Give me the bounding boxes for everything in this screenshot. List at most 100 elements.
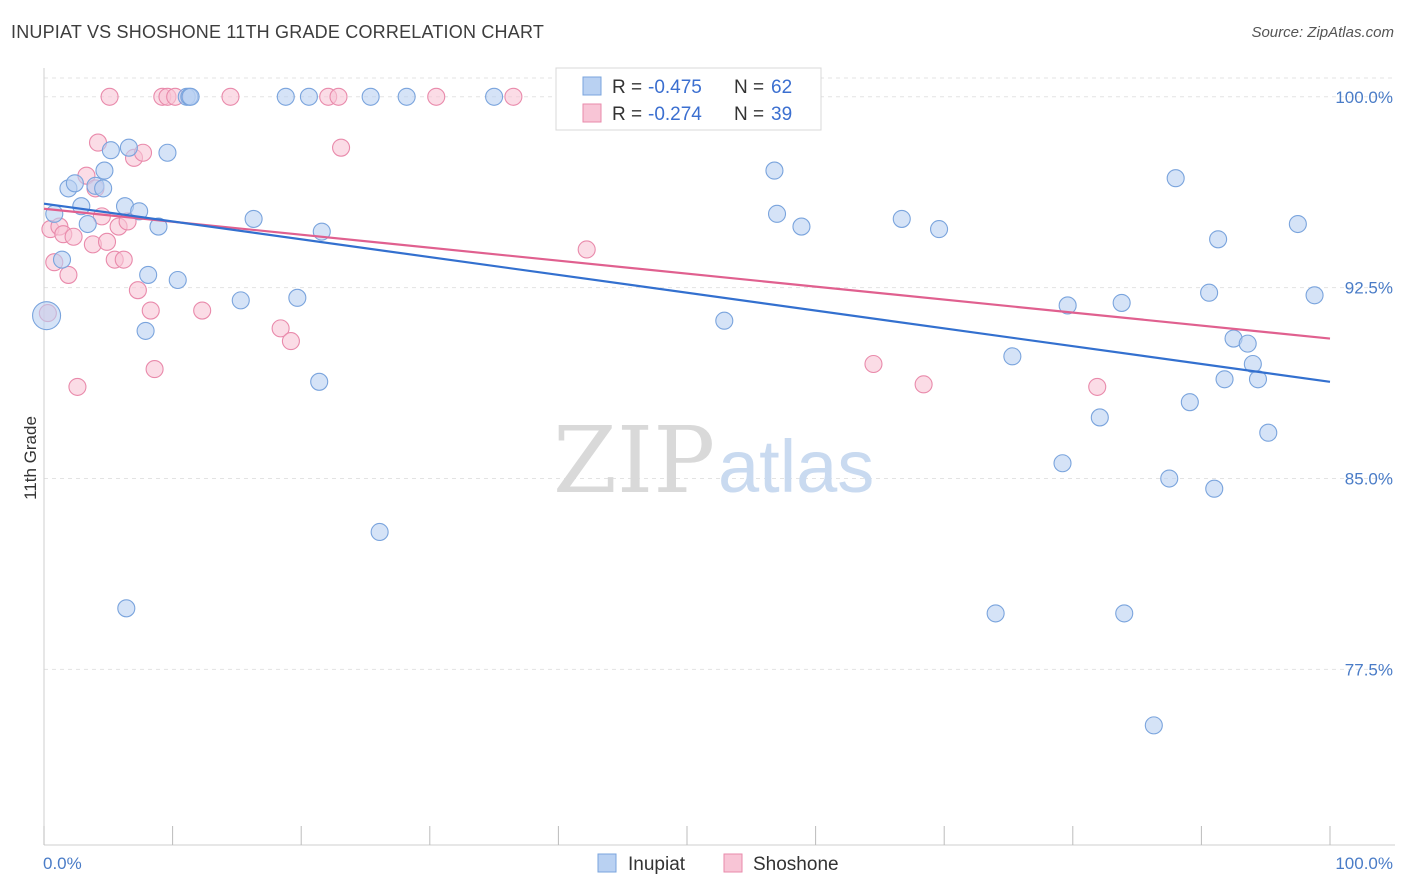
- shoshone-point: [864, 354, 883, 374]
- watermark-zip: ZIP: [553, 407, 715, 514]
- shoshone-n-value: 39: [771, 104, 792, 125]
- inupiat-point: [1205, 479, 1224, 498]
- inupiat-trend-line: [43, 202, 1331, 383]
- inupiat-point: [765, 161, 784, 180]
- inupiat-point: [95, 161, 114, 180]
- inupiat-point: [1238, 334, 1257, 353]
- inupiat-n-value: 62: [771, 77, 792, 98]
- inupiat-point: [136, 321, 155, 340]
- inupiat-point: [181, 87, 200, 106]
- inupiat-point: [892, 209, 911, 228]
- source-credit: Source: ZipAtlas.com: [1251, 24, 1394, 41]
- shoshone-point: [281, 332, 300, 351]
- inupiat-r-value: -0.475: [648, 77, 702, 98]
- shoshone-point: [329, 87, 348, 106]
- shoshone-n-label: N =: [734, 104, 764, 125]
- y-tick-labels: 77.5% 85.0% 92.5% 100.0%: [1335, 88, 1393, 680]
- shoshone-point: [97, 232, 117, 251]
- inupiat-point: [792, 217, 811, 236]
- shoshone-swatch: [582, 103, 602, 123]
- y-tick-label: 92.5%: [1345, 279, 1393, 298]
- gridlines: [44, 77, 1395, 670]
- chart-title: INUPIAT VS SHOSHONE 11TH GRADE CORRELATI…: [11, 22, 545, 42]
- inupiat-point: [767, 204, 787, 223]
- inupiat-point: [1003, 347, 1022, 366]
- inupiat-point: [986, 604, 1005, 623]
- watermark-atlas: atlas: [718, 425, 874, 508]
- inupiat-point: [1115, 604, 1134, 623]
- x-tick-labels: 0.0% 100.0%: [43, 854, 1393, 873]
- shoshone-point: [100, 87, 119, 106]
- inupiat-point: [1166, 169, 1185, 188]
- shoshone-point: [504, 87, 523, 106]
- inupiat-swatch: [582, 76, 602, 96]
- inupiat-point: [485, 87, 504, 106]
- inupiat-point: [119, 138, 138, 157]
- inupiat-point: [158, 143, 177, 162]
- shoshone-point: [68, 377, 87, 396]
- inupiat-point: [1305, 286, 1324, 305]
- shoshone-point: [114, 250, 133, 269]
- y-tick-label: 100.0%: [1335, 88, 1393, 107]
- inupiat-point: [1288, 214, 1307, 234]
- axes: [43, 68, 1395, 846]
- inupiat-point: [310, 372, 329, 391]
- shoshone-point: [145, 360, 164, 379]
- x-tick-label: 100.0%: [1335, 854, 1393, 873]
- trend-lines: [43, 202, 1331, 383]
- shoshone-trend-line: [43, 207, 1331, 340]
- inupiat-point: [139, 265, 158, 284]
- inupiat-point: [149, 217, 168, 236]
- shoshone-point: [1088, 377, 1107, 396]
- inupiat-points: [32, 87, 1324, 735]
- inupiat-point: [1180, 393, 1199, 412]
- inupiat-point: [52, 250, 72, 269]
- inupiat-point: [1259, 423, 1278, 442]
- shoshone-r-value: -0.274: [648, 104, 702, 125]
- y-axis-label: 11th Grade: [21, 416, 40, 500]
- inupiat-point: [715, 311, 734, 330]
- inupiat-point: [1112, 293, 1131, 312]
- stats-legend: R = -0.475 N = 62 R = -0.274 N = 39: [555, 67, 822, 131]
- inupiat-point: [397, 87, 416, 106]
- legend-inupiat-swatch: [597, 853, 617, 873]
- shoshone-point: [914, 375, 933, 394]
- inupiat-point: [930, 220, 949, 239]
- inupiat-point: [78, 214, 97, 234]
- inupiat-point: [45, 204, 64, 223]
- series-legend: Inupiat Shoshone: [597, 853, 839, 875]
- inupiat-point: [1200, 283, 1219, 302]
- inupiat-point: [1090, 408, 1109, 427]
- shoshone-point: [193, 301, 212, 320]
- inupiat-point: [32, 301, 62, 331]
- inupiat-point: [361, 87, 380, 106]
- inupiat-point: [1160, 469, 1179, 488]
- inupiat-point: [231, 291, 250, 310]
- inupiat-point: [94, 179, 113, 198]
- y-tick-label: 77.5%: [1345, 660, 1393, 679]
- shoshone-point: [141, 301, 160, 320]
- inupiat-point: [1058, 296, 1077, 315]
- shoshone-point: [427, 87, 446, 106]
- inupiat-point: [1053, 454, 1072, 473]
- legend-inupiat-label: Inupiat: [628, 854, 686, 875]
- inupiat-point: [65, 174, 84, 193]
- inupiat-point: [1209, 230, 1228, 249]
- inupiat-point: [168, 270, 187, 290]
- inupiat-point: [1144, 716, 1163, 735]
- inupiat-n-label: N =: [734, 77, 764, 98]
- shoshone-point: [128, 281, 147, 300]
- shoshone-point: [332, 138, 351, 157]
- shoshone-point: [221, 87, 240, 106]
- inupiat-point: [288, 288, 307, 307]
- inupiat-point: [101, 141, 120, 160]
- inupiat-point: [299, 87, 318, 106]
- shoshone-point: [577, 240, 596, 259]
- inupiat-r-label: R =: [612, 77, 642, 98]
- inupiat-point: [1215, 370, 1234, 389]
- shoshone-point: [59, 265, 78, 284]
- inupiat-point: [117, 599, 136, 618]
- x-tick-label: 0.0%: [43, 854, 82, 873]
- shoshone-point: [271, 319, 290, 338]
